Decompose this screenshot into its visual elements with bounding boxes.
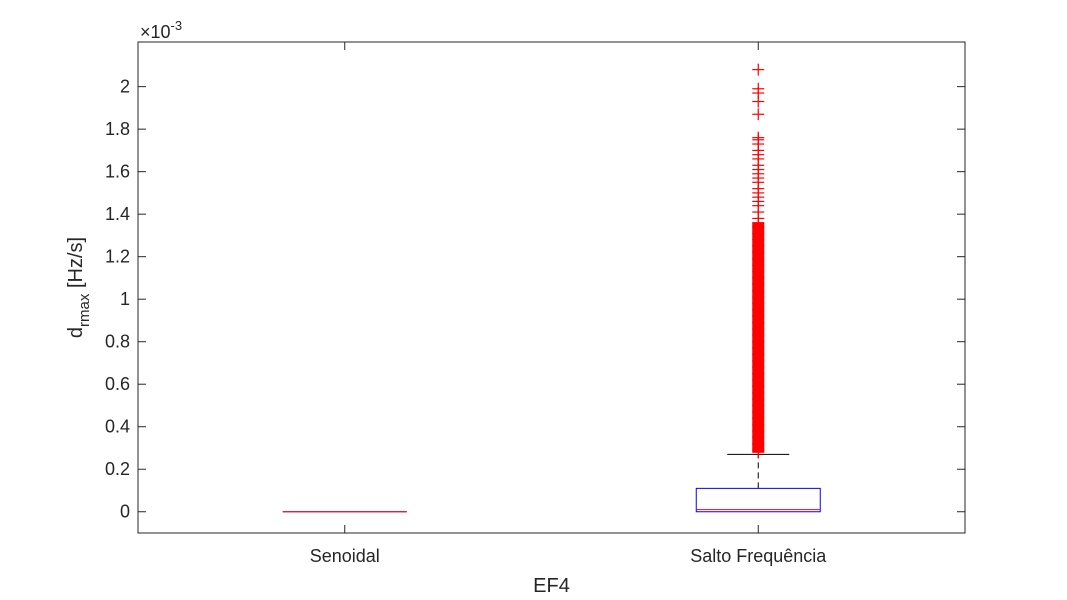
y-tick-label: 1 bbox=[120, 289, 130, 309]
outlier-marker bbox=[752, 108, 765, 121]
plot-area bbox=[282, 63, 821, 513]
labels: 0 0.2 0.4 0.6 0.8 1 1.2 1.4 1.6 1.8 2 Senoidal Salto… bbox=[65, 18, 827, 597]
y-tick-label: 1.2 bbox=[105, 247, 130, 267]
outlier-marker bbox=[752, 95, 765, 108]
axes-frame bbox=[137, 41, 966, 534]
axes bbox=[137, 41, 966, 534]
outlier-marker bbox=[752, 63, 765, 76]
box bbox=[695, 487, 821, 513]
y-tick-label: 1.6 bbox=[105, 162, 130, 182]
x-tick-label: Salto Frequência bbox=[690, 546, 827, 566]
exponent-label: ×10-3 bbox=[140, 18, 182, 42]
y-tick-label: 1.8 bbox=[105, 119, 130, 139]
y-axis-label: drmax [Hz/s] bbox=[65, 237, 93, 338]
y-tick-label: 2 bbox=[120, 77, 130, 97]
y-tick-label: 0.4 bbox=[105, 417, 130, 437]
y-tick-label: 0.6 bbox=[105, 374, 130, 394]
y-tick-label: 0.8 bbox=[105, 332, 130, 352]
x-tick-label: Senoidal bbox=[310, 546, 380, 566]
outlier-dense-band bbox=[752, 222, 765, 453]
y-tick-label: 0.2 bbox=[105, 459, 130, 479]
y-tick-label: 0 bbox=[120, 502, 130, 522]
x-axis-label: EF4 bbox=[533, 575, 570, 597]
y-tick-label: 1.4 bbox=[105, 204, 130, 224]
